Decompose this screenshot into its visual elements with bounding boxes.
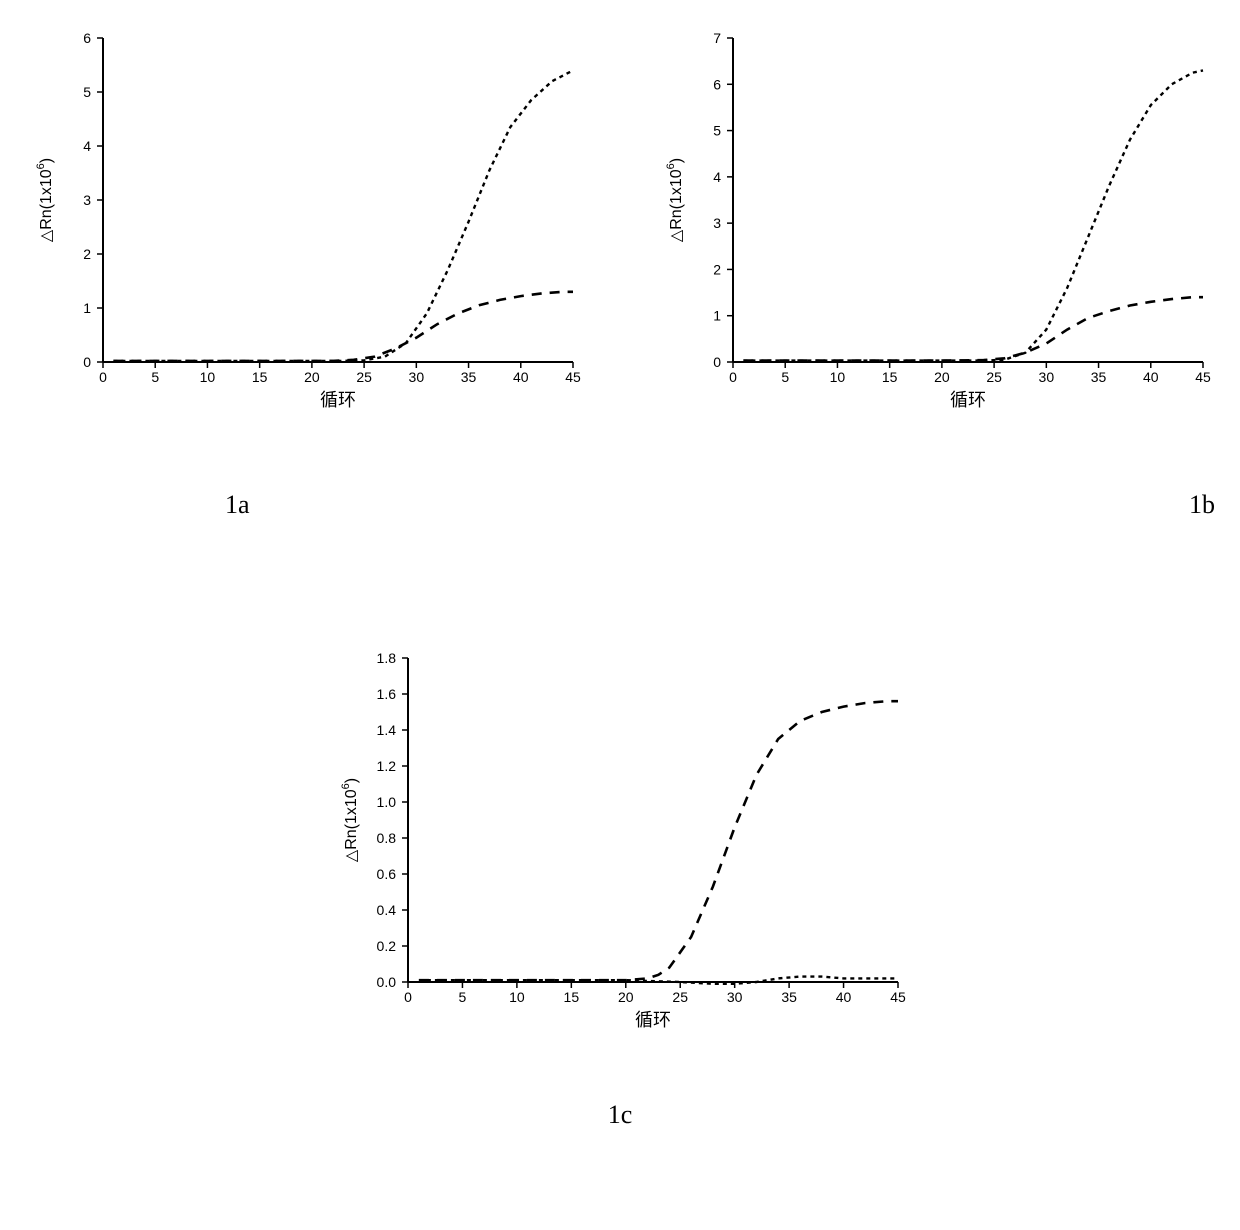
svg-text:5: 5 (459, 989, 467, 1005)
svg-text:4: 4 (83, 138, 91, 154)
svg-text:40: 40 (836, 989, 852, 1005)
svg-text:0: 0 (404, 989, 412, 1005)
svg-text:45: 45 (1195, 369, 1211, 385)
svg-text:30: 30 (1039, 369, 1055, 385)
svg-text:6: 6 (713, 76, 721, 92)
svg-text:3: 3 (713, 215, 721, 231)
svg-text:0: 0 (729, 369, 737, 385)
svg-text:40: 40 (1143, 369, 1159, 385)
svg-text:0: 0 (83, 354, 91, 370)
svg-text:△Rn(1x106): △Rn(1x106) (340, 778, 360, 862)
svg-text:1.6: 1.6 (377, 686, 397, 702)
panel-1c: 0 5 10 15 20 25 30 35 40 45 0.0 0.2 0.4 0.6 0.8 1.0 1.2 1… (330, 640, 910, 1130)
svg-text:△Rn(1x106): △Rn(1x106) (35, 158, 55, 242)
svg-text:25: 25 (672, 989, 688, 1005)
svg-text:0.6: 0.6 (377, 866, 397, 882)
svg-text:20: 20 (934, 369, 950, 385)
svg-text:4: 4 (713, 169, 721, 185)
svg-text:1.8: 1.8 (377, 650, 397, 666)
svg-text:5: 5 (781, 369, 789, 385)
svg-text:1.0: 1.0 (377, 794, 397, 810)
svg-text:35: 35 (461, 369, 477, 385)
svg-text:10: 10 (830, 369, 846, 385)
svg-text:15: 15 (564, 989, 580, 1005)
svg-text:循环: 循环 (635, 1010, 671, 1030)
caption-1a: 1a (225, 490, 250, 520)
svg-text:10: 10 (509, 989, 525, 1005)
svg-text:5: 5 (713, 123, 721, 139)
svg-text:15: 15 (252, 369, 268, 385)
svg-text:30: 30 (727, 989, 743, 1005)
chart-1b: 05101520253035404501234567循环△Rn(1x106) (655, 20, 1215, 420)
svg-text:45: 45 (890, 989, 906, 1005)
svg-text:30: 30 (409, 369, 425, 385)
svg-text:35: 35 (781, 989, 797, 1005)
svg-text:25: 25 (356, 369, 372, 385)
svg-text:6: 6 (83, 30, 91, 46)
svg-text:20: 20 (304, 369, 320, 385)
svg-text:5: 5 (151, 369, 159, 385)
svg-text:5: 5 (83, 84, 91, 100)
svg-text:1: 1 (713, 308, 721, 324)
svg-text:3: 3 (83, 192, 91, 208)
svg-text:25: 25 (986, 369, 1002, 385)
svg-text:2: 2 (83, 246, 91, 262)
svg-text:0.8: 0.8 (377, 830, 397, 846)
caption-1c: 1c (608, 1100, 633, 1130)
svg-text:1.4: 1.4 (377, 722, 397, 738)
svg-text:0: 0 (99, 369, 107, 385)
svg-text:循环: 循环 (320, 390, 356, 410)
svg-text:循环: 循环 (950, 390, 986, 410)
chart-1c: 0 5 10 15 20 25 30 35 40 45 0.0 0.2 0.4 0.6 0.8 1.0 1.2 1… (330, 640, 910, 1040)
svg-text:7: 7 (713, 30, 721, 46)
panel-1a: 0510152025303540450123456循环△Rn(1x106) 1a (25, 20, 585, 520)
svg-text:0.4: 0.4 (377, 902, 397, 918)
svg-text:0.2: 0.2 (377, 938, 397, 954)
svg-text:15: 15 (882, 369, 898, 385)
chart-1a: 0510152025303540450123456循环△Rn(1x106) (25, 20, 585, 420)
caption-1b: 1b (1189, 490, 1215, 520)
svg-text:10: 10 (200, 369, 216, 385)
svg-text:20: 20 (618, 989, 634, 1005)
figure-grid: 0510152025303540450123456循环△Rn(1x106) 1a… (20, 20, 1220, 1130)
panel-1b: 05101520253035404501234567循环△Rn(1x106) 1… (655, 20, 1215, 520)
svg-text:2: 2 (713, 261, 721, 277)
svg-text:0.0: 0.0 (377, 974, 397, 990)
svg-text:35: 35 (1091, 369, 1107, 385)
svg-text:△Rn(1x106): △Rn(1x106) (665, 158, 685, 242)
svg-text:0: 0 (713, 354, 721, 370)
svg-text:45: 45 (565, 369, 581, 385)
svg-text:40: 40 (513, 369, 529, 385)
svg-text:1.2: 1.2 (377, 758, 397, 774)
svg-text:1: 1 (83, 300, 91, 316)
